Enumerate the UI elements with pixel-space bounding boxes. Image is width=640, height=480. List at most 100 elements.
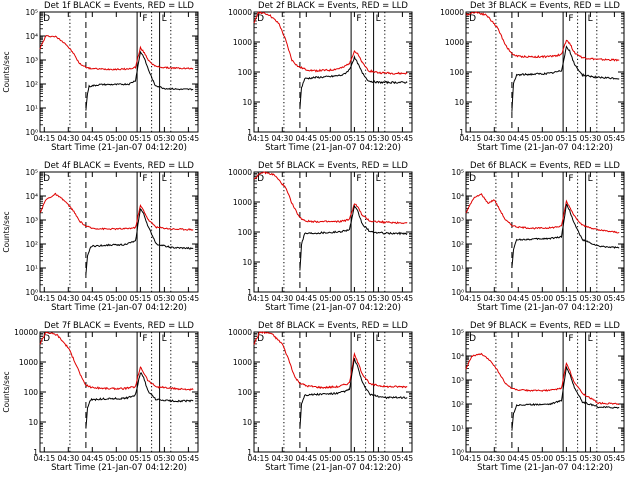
attenuator-label: D [469,14,476,24]
x-tick-label: 05:15 [344,294,366,303]
attenuator-label: F [568,334,573,344]
x-tick-label: 04:45 [507,134,529,143]
x-tick-label: 04:45 [81,454,103,463]
x-tick-label: 05:00 [531,454,553,463]
x-tick-label: 04:45 [295,454,317,463]
attenuator-label: D [469,334,476,344]
x-tick-label: 05:30 [580,134,602,143]
y-tick-label: 10⁴ [25,192,38,201]
y-tick-label: 10¹ [25,264,38,273]
y-axis-label: Counts/sec [2,371,11,412]
series-events-line [85,372,194,429]
attenuator-label: L [162,14,167,24]
x-tick-label: 04:45 [295,294,317,303]
y-tick-label: 10⁰ [25,128,38,137]
attenuator-label: D [43,174,50,184]
y-tick-label: 10⁴ [451,192,464,201]
y-tick-label: 1000 [233,38,252,47]
y-tick-label: 10⁰ [451,448,464,457]
x-tick-label: 05:30 [368,454,390,463]
series-events-line [511,45,620,112]
x-tick-label: 05:15 [344,454,366,463]
detector-panel-2: Det 2f BLACK = Events, RED = LLD D F L 1 10 10… [228,1,413,153]
attenuator-label: D [257,174,264,184]
series-lld-line [39,331,194,392]
x-tick-label: 05:30 [580,294,602,303]
panel-title: Det 7f BLACK = Events, RED = LLD [44,321,194,331]
y-tick-label: 10¹ [451,424,464,433]
y-tick-label: 1000 [233,198,252,207]
x-axis-label: Start Time (21-Jan-07 04:12:20) [265,143,401,153]
attenuator-label: L [162,174,167,184]
x-tick-label: 05:00 [319,454,341,463]
attenuator-label: L [376,14,381,24]
series-events-line [299,358,408,429]
attenuator-label: F [568,14,573,24]
x-tick-label: 05:45 [392,134,414,143]
x-tick-label: 05:45 [604,134,626,143]
x-tick-label: 04:30 [57,294,79,303]
y-tick-label: 10000 [228,8,252,17]
x-axis-label: Start Time (21-Jan-07 04:12:20) [477,303,613,313]
detector-panel-8: Det 8f BLACK = Events, RED = LLD D F L 1 10 10… [228,321,413,473]
x-tick-label: 05:00 [531,134,553,143]
attenuator-label: F [142,334,147,344]
x-tick-label: 04:30 [57,454,79,463]
panel-title: Det 1f BLACK = Events, RED = LLD [44,1,194,11]
attenuator-label: F [142,174,147,184]
panel-title: Det 6f BLACK = Events, RED = LLD [470,161,620,171]
attenuator-label: L [376,174,381,184]
x-axis-label: Start Time (21-Jan-07 04:12:20) [477,463,613,473]
y-tick-label: 100 [238,228,253,237]
x-tick-label: 05:30 [368,294,390,303]
y-tick-label: 10² [451,400,464,409]
x-tick-label: 05:30 [580,454,602,463]
x-tick-label: 05:15 [130,294,152,303]
attenuator-label: L [162,334,167,344]
plot-frame [39,171,199,293]
x-tick-label: 05:15 [130,134,152,143]
panel-title: Det 5f BLACK = Events, RED = LLD [258,161,408,171]
x-tick-label: 04:30 [483,294,505,303]
attenuator-label: D [43,14,50,24]
y-tick-label: 10000 [228,328,252,337]
x-tick-label: 05:15 [556,454,578,463]
series-events-line [85,208,194,275]
y-tick-label: 1 [247,448,252,457]
y-tick-label: 100 [450,68,465,77]
attenuator-label: L [588,14,593,24]
x-tick-label: 05:00 [105,454,127,463]
x-axis-label: Start Time (21-Jan-07 04:12:20) [265,303,401,313]
y-tick-label: 10² [25,240,38,249]
x-tick-label: 05:30 [154,454,176,463]
x-tick-label: 04:30 [483,454,505,463]
plot-frame [465,331,625,453]
series-events-line [511,365,620,431]
y-tick-label: 1 [247,288,252,297]
x-tick-label: 05:15 [344,134,366,143]
x-tick-label: 04:15 [247,454,269,463]
panel-title: Det 4f BLACK = Events, RED = LLD [44,161,194,171]
x-tick-label: 04:15 [247,294,269,303]
plot-frame [253,331,413,453]
y-tick-label: 10000 [228,168,252,177]
series-lld-line [465,11,620,62]
series-events-line [511,203,620,268]
x-tick-label: 05:00 [105,134,127,143]
x-tick-label: 04:15 [33,294,55,303]
x-tick-label: 04:45 [295,134,317,143]
x-tick-label: 05:00 [105,294,127,303]
plot-frame [465,171,625,293]
attenuator-label: F [568,174,573,184]
x-tick-label: 04:45 [81,294,103,303]
y-tick-label: 10⁰ [451,288,464,297]
y-tick-label: 10³ [451,376,464,385]
x-tick-label: 05:00 [531,294,553,303]
x-tick-label: 05:15 [556,294,578,303]
x-axis-label: Start Time (21-Jan-07 04:12:20) [51,463,187,473]
attenuator-label: F [356,334,361,344]
panel-title: Det 8f BLACK = Events, RED = LLD [258,321,408,331]
y-axis-label: Counts/sec [2,51,11,92]
attenuator-label: D [257,14,264,24]
